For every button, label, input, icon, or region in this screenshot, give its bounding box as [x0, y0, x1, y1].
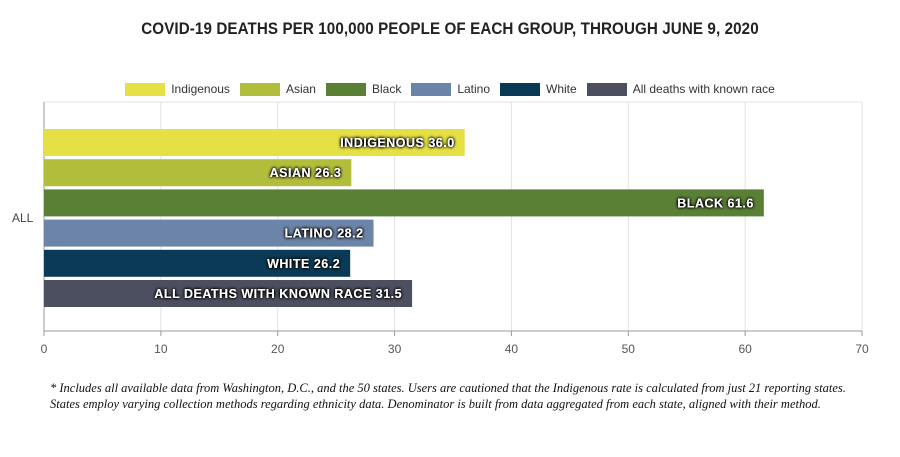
legend-swatch [586, 82, 627, 96]
legend-item-4[interactable]: White [500, 82, 577, 96]
legend-swatch [325, 82, 366, 96]
legend-item-0[interactable]: Indigenous [125, 82, 230, 96]
legend-swatch [125, 82, 166, 96]
chart-title: COVID-19 DEATHS PER 100,000 PEOPLE OF EA… [141, 20, 759, 38]
legend-label: All deaths with known race [632, 82, 775, 96]
legend-label: Asian [285, 82, 316, 96]
bar-data-label: LATINO 28.2 [285, 227, 364, 241]
legend-item-5[interactable]: All deaths with known race [586, 82, 775, 96]
bar-data-label: INDIGENOUS 36.0 [340, 136, 454, 150]
x-tick-label: 50 [622, 342, 636, 356]
footnote: * Includes all available data from Washi… [50, 381, 846, 411]
bar-data-label: BLACK 61.6 [677, 196, 754, 210]
legend-item-1[interactable]: Asian [239, 82, 316, 96]
legend-item-2[interactable]: Black [325, 82, 402, 96]
bar-asian [44, 159, 352, 187]
legend-label: Latino [457, 82, 491, 96]
legend-swatch [500, 82, 541, 96]
bar-latino [44, 219, 374, 247]
x-tick-label: 30 [388, 342, 402, 356]
x-tick-label: 70 [855, 342, 869, 356]
y-category-label: ALL [12, 211, 34, 225]
bar-chart: 0 10 20 30 40 50 60 70 ALL INDIGENOUS 36.0 ASIAN 2… [12, 101, 869, 356]
bar-indigenous [44, 129, 465, 156]
x-tick-label: 10 [154, 342, 168, 356]
legend-label: Black [371, 82, 402, 96]
chart-legend: Indigenous Asian Black Latino White All death… [0, 82, 900, 96]
legend-label: Indigenous [171, 82, 230, 96]
bar-black [44, 189, 764, 217]
legend-swatch [239, 82, 280, 96]
legend-label: White [546, 82, 577, 96]
bar-data-label: ALL DEATHS WITH KNOWN RACE 31.5 [154, 287, 402, 301]
legend-item-3[interactable]: Latino [411, 82, 490, 96]
bar-all-deaths-with-known-race [44, 280, 413, 307]
x-tick-label: 40 [505, 342, 519, 356]
legend-swatch [411, 82, 452, 96]
x-tick-label: 20 [271, 342, 285, 356]
bar-data-label: WHITE 26.2 [267, 257, 340, 271]
bar-data-label: ASIAN 26.3 [270, 166, 342, 180]
x-tick-label: 60 [738, 342, 752, 356]
x-tick-label: 0 [41, 342, 48, 356]
bar-white [44, 249, 351, 277]
